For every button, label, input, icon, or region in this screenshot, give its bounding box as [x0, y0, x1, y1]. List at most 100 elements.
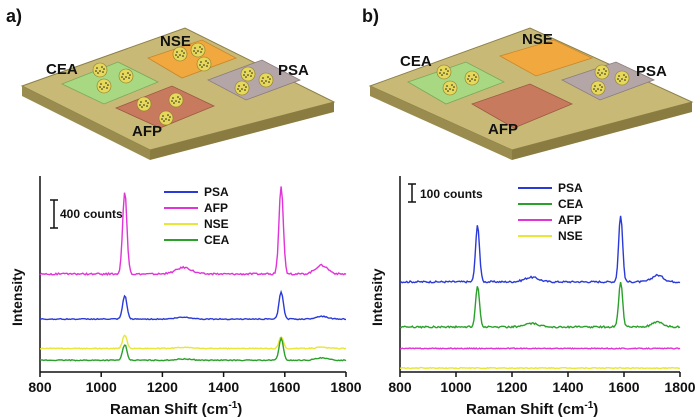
panel-label-b: b)	[362, 6, 379, 26]
x-axis-label-main: Raman Shift (cm	[110, 401, 228, 418]
x-axis-label-sup: -1	[584, 400, 593, 411]
bead-dot	[618, 75, 620, 77]
bead-dot	[177, 96, 179, 98]
bead	[442, 80, 458, 96]
bead-dot	[177, 56, 179, 58]
legend-label: AFP	[558, 213, 582, 227]
x-tick-label: 1200	[147, 379, 178, 395]
bead-dot	[617, 78, 619, 80]
series-b	[399, 215, 681, 370]
bead-dot	[471, 78, 473, 80]
chip-label-nse: NSE	[522, 31, 553, 48]
bead-dot	[251, 72, 253, 74]
bead-dot	[193, 50, 195, 52]
bead	[158, 110, 174, 126]
beads-cea	[436, 64, 480, 96]
bead-dot	[603, 68, 605, 70]
bead-dot	[145, 100, 147, 102]
bead-dot	[179, 98, 181, 100]
bead-dot	[250, 75, 252, 77]
bead-dot	[445, 88, 447, 90]
bead-dot	[600, 89, 602, 91]
series-line-afp	[39, 186, 347, 276]
legend-label: PSA	[558, 181, 583, 195]
chip-psa-area	[207, 59, 301, 101]
bead-dot	[129, 74, 131, 76]
chip-label-afp: AFP	[132, 123, 162, 140]
series-a	[39, 186, 347, 362]
bead-dot	[106, 87, 108, 89]
series-line-nse	[400, 366, 681, 370]
bead-dot	[451, 84, 453, 86]
panel-label-a: a)	[6, 6, 22, 26]
bead-dot	[95, 70, 97, 72]
bead-dot	[173, 102, 175, 104]
bead-dot	[262, 77, 264, 79]
x-axis-label-main: Raman Shift (cm	[466, 401, 584, 418]
chip-nse-area	[147, 39, 237, 79]
bead-dot	[593, 88, 595, 90]
bead-dot	[141, 106, 143, 108]
bead-dot	[128, 77, 130, 79]
bead-dot	[96, 67, 98, 69]
bead-dot	[176, 51, 178, 53]
bead-dot	[244, 71, 246, 73]
bead-dot	[162, 115, 164, 117]
bead-dot	[244, 89, 246, 91]
bead-dot	[168, 119, 170, 121]
bead-dot	[245, 86, 247, 88]
bead-dot	[181, 50, 183, 52]
bead-dot	[237, 88, 239, 90]
bead-dot	[447, 70, 449, 72]
bead-dot	[147, 102, 149, 104]
bead-dot	[239, 90, 241, 92]
x-tick-label: 1600	[608, 379, 639, 395]
bead-dot	[623, 74, 625, 76]
bead-dot	[101, 66, 103, 68]
bead-dot	[203, 64, 205, 66]
bead-dot	[443, 72, 445, 74]
bead-dot	[604, 73, 606, 75]
bead-dot	[172, 97, 174, 99]
beads-psa	[590, 64, 630, 96]
bead	[594, 64, 610, 80]
legend-a: PSA AFP NSE CEA	[164, 185, 230, 247]
x-tick-label: 1600	[269, 379, 300, 395]
bead	[258, 72, 274, 88]
bead-dot	[441, 74, 443, 76]
bead-dot	[245, 76, 247, 78]
bead	[614, 70, 630, 86]
bead-dot	[247, 74, 249, 76]
bead-dot	[102, 71, 104, 73]
bead	[436, 64, 452, 80]
bead	[464, 70, 480, 86]
bead-dot	[241, 88, 243, 90]
bead-dot	[105, 82, 107, 84]
beads-afp	[136, 92, 184, 126]
bead	[590, 80, 606, 96]
bead-dot	[473, 74, 475, 76]
bead-dot	[452, 89, 454, 91]
x-tick-label: 800	[388, 379, 412, 395]
panel-a: a)	[6, 6, 362, 418]
beads-psa	[234, 66, 274, 96]
x-axis-label-close: )	[237, 401, 242, 418]
bead-dot	[445, 68, 447, 70]
bead-dot	[468, 75, 470, 77]
chip-afp-area	[471, 83, 573, 129]
bead-dot	[99, 70, 101, 72]
chip-afp-area	[114, 85, 215, 129]
bead-dot	[243, 84, 245, 86]
x-tick-label: 1000	[86, 379, 117, 395]
bead-dot	[167, 114, 169, 116]
bead-dot	[194, 47, 196, 49]
bead-dot	[199, 46, 201, 48]
bead-dot	[161, 118, 163, 120]
bead-dot	[103, 86, 105, 88]
bead-dot	[447, 90, 449, 92]
chip-label-nse: NSE	[160, 33, 191, 50]
bead-dot	[140, 101, 142, 103]
bead-dot	[182, 55, 184, 57]
bead-dot	[439, 72, 441, 74]
